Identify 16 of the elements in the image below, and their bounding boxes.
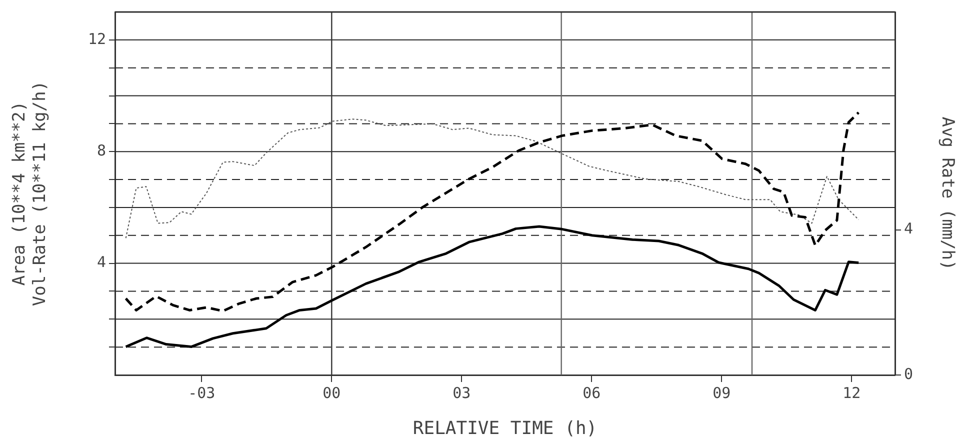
x-tick-label: 12 bbox=[842, 384, 861, 402]
x-tick-label: 00 bbox=[322, 384, 341, 402]
y-tick-label: 4 bbox=[96, 253, 106, 272]
y-tick-label: 12 bbox=[88, 30, 106, 48]
line-series bbox=[125, 118, 860, 239]
line-series bbox=[124, 111, 860, 312]
y-axis-title: Area (10**4 km**2) Vol-Rate (10**11 kg/h) bbox=[10, 80, 50, 306]
y2-tick-label: 4 bbox=[904, 220, 914, 238]
x-tick-label: 03 bbox=[452, 384, 471, 402]
x-axis-title: RELATIVE TIME (h) bbox=[412, 418, 598, 439]
x-tick-label: 09 bbox=[712, 384, 731, 402]
y-tick-label: 8 bbox=[96, 142, 106, 160]
x-tick-label: 06 bbox=[582, 384, 601, 402]
x-tick-label: -03 bbox=[188, 384, 216, 402]
y2-tick-label: 0 bbox=[904, 364, 914, 383]
y2-axis-title: Avg Rate (mm/h) bbox=[937, 116, 958, 270]
